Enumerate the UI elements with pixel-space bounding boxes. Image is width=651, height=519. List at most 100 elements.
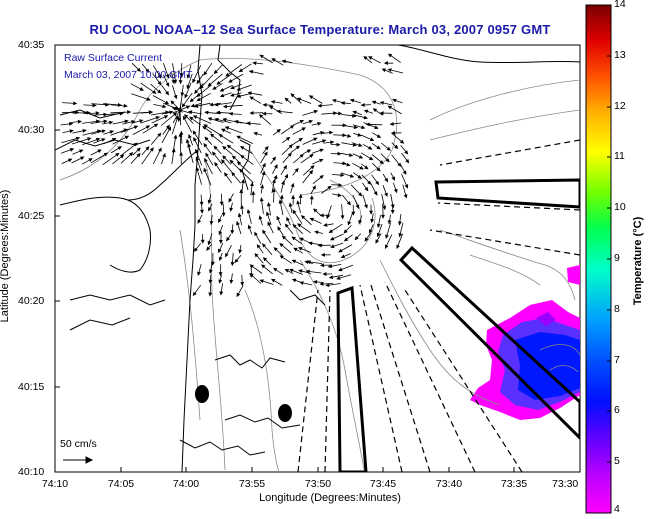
current-vector-head [285, 136, 291, 141]
current-vector-head [348, 153, 354, 157]
current-vector-head [171, 147, 176, 153]
current-vector-head [68, 122, 74, 126]
current-vector-head [145, 146, 150, 151]
current-vector-head [218, 230, 223, 236]
current-vector-head [247, 224, 252, 229]
current-vector-head [207, 117, 213, 122]
current-vector [103, 113, 123, 116]
current-vector-head [196, 97, 201, 102]
current-vector-head [321, 139, 327, 144]
x-tick-label: 73:45 [369, 478, 397, 490]
current-vector [223, 118, 243, 124]
current-vector-head [209, 221, 214, 226]
colorbar-tick-label: 5 [614, 455, 620, 467]
station-marker-1 [195, 385, 209, 403]
current-vector-head [259, 197, 264, 202]
current-vector-head [317, 103, 322, 108]
current-vector-head [291, 194, 296, 199]
current-vector-head [149, 147, 154, 152]
current-vector-head [376, 232, 381, 238]
current-vector [102, 153, 120, 166]
current-vector-head [279, 255, 284, 260]
current-vector-head [169, 110, 174, 115]
current-vector-head [249, 272, 254, 277]
current-vector-head [403, 194, 408, 199]
current-vector-head [224, 126, 230, 130]
current-vector-head [128, 152, 134, 157]
current-vector [192, 65, 202, 83]
current-vector-head [358, 192, 363, 197]
current-vector-head [337, 151, 342, 156]
current-vector-head [389, 122, 394, 126]
current-vector [225, 64, 242, 77]
current-vector-head [267, 202, 271, 207]
current-vector-head [234, 258, 239, 264]
current-vector-head [330, 244, 335, 249]
current-vector [110, 111, 131, 114]
current-vector-head [369, 137, 375, 142]
current-vector-head [133, 125, 139, 130]
current-vector-head [281, 180, 285, 185]
current-vector-head [270, 100, 276, 104]
current-vector-head [111, 137, 117, 142]
current-vector-head [340, 101, 345, 105]
current-vector-head [165, 74, 170, 79]
current-vector-head [196, 79, 201, 85]
current-vector-head [386, 146, 391, 151]
current-vector-head [273, 174, 278, 180]
current-vector-head [283, 164, 287, 170]
current-vector [61, 137, 80, 144]
current-vector-head [200, 209, 204, 214]
current-vector-head [238, 68, 244, 73]
colorbar-tick-label: 9 [614, 252, 620, 264]
current-vector-head [204, 157, 208, 163]
current-vector-head [261, 170, 266, 176]
current-vector-head [218, 256, 223, 262]
current-vector-head [222, 145, 227, 150]
current-vector [239, 168, 254, 184]
current-vector-head [305, 269, 310, 274]
colorbar-ticks [607, 4, 611, 514]
current-vector-head [190, 103, 195, 108]
current-vector-head [281, 235, 287, 240]
current-vector-head [103, 152, 109, 157]
current-vector-head [115, 152, 120, 157]
current-vector-head [197, 219, 202, 224]
current-vector-head [267, 221, 272, 226]
y-axis-label: Latitude (Degrees:Minutes) [0, 189, 11, 323]
current-vector-head [167, 126, 172, 131]
x-tick-label: 73:30 [552, 478, 579, 490]
current-vector-head [404, 184, 409, 189]
current-vector-head [188, 134, 192, 139]
current-vector-head [314, 230, 319, 235]
colorbar-tick-label: 8 [614, 303, 620, 315]
current-vector-head [396, 244, 400, 250]
current-vector-head [133, 142, 138, 147]
current-vector-head [312, 279, 318, 284]
radar-range-lines [297, 139, 580, 472]
current-vector-head [297, 223, 302, 228]
current-vector-head [96, 119, 101, 124]
current-vector-head [370, 218, 375, 224]
sst-patch [470, 265, 580, 420]
current-vector-head [249, 264, 254, 269]
current-vector [188, 143, 194, 163]
current-vector-head [358, 219, 363, 225]
current-vector-head [319, 148, 324, 153]
current-vector-head [279, 194, 284, 199]
current-vector-head [385, 234, 389, 239]
current-vector-head [375, 180, 380, 186]
current-vector-head [372, 108, 378, 113]
current-vector-head [67, 158, 73, 163]
current-vector-head [338, 267, 343, 272]
current-vector-head [69, 129, 74, 134]
current-vector-head [284, 268, 290, 273]
current-vector-head [250, 181, 254, 187]
current-vector-head [226, 236, 231, 242]
current-vector-head [308, 95, 314, 100]
current-vector-head [136, 67, 141, 72]
current-vector [131, 93, 151, 101]
current-vector-head [361, 125, 366, 130]
current-vector-head [379, 101, 385, 105]
